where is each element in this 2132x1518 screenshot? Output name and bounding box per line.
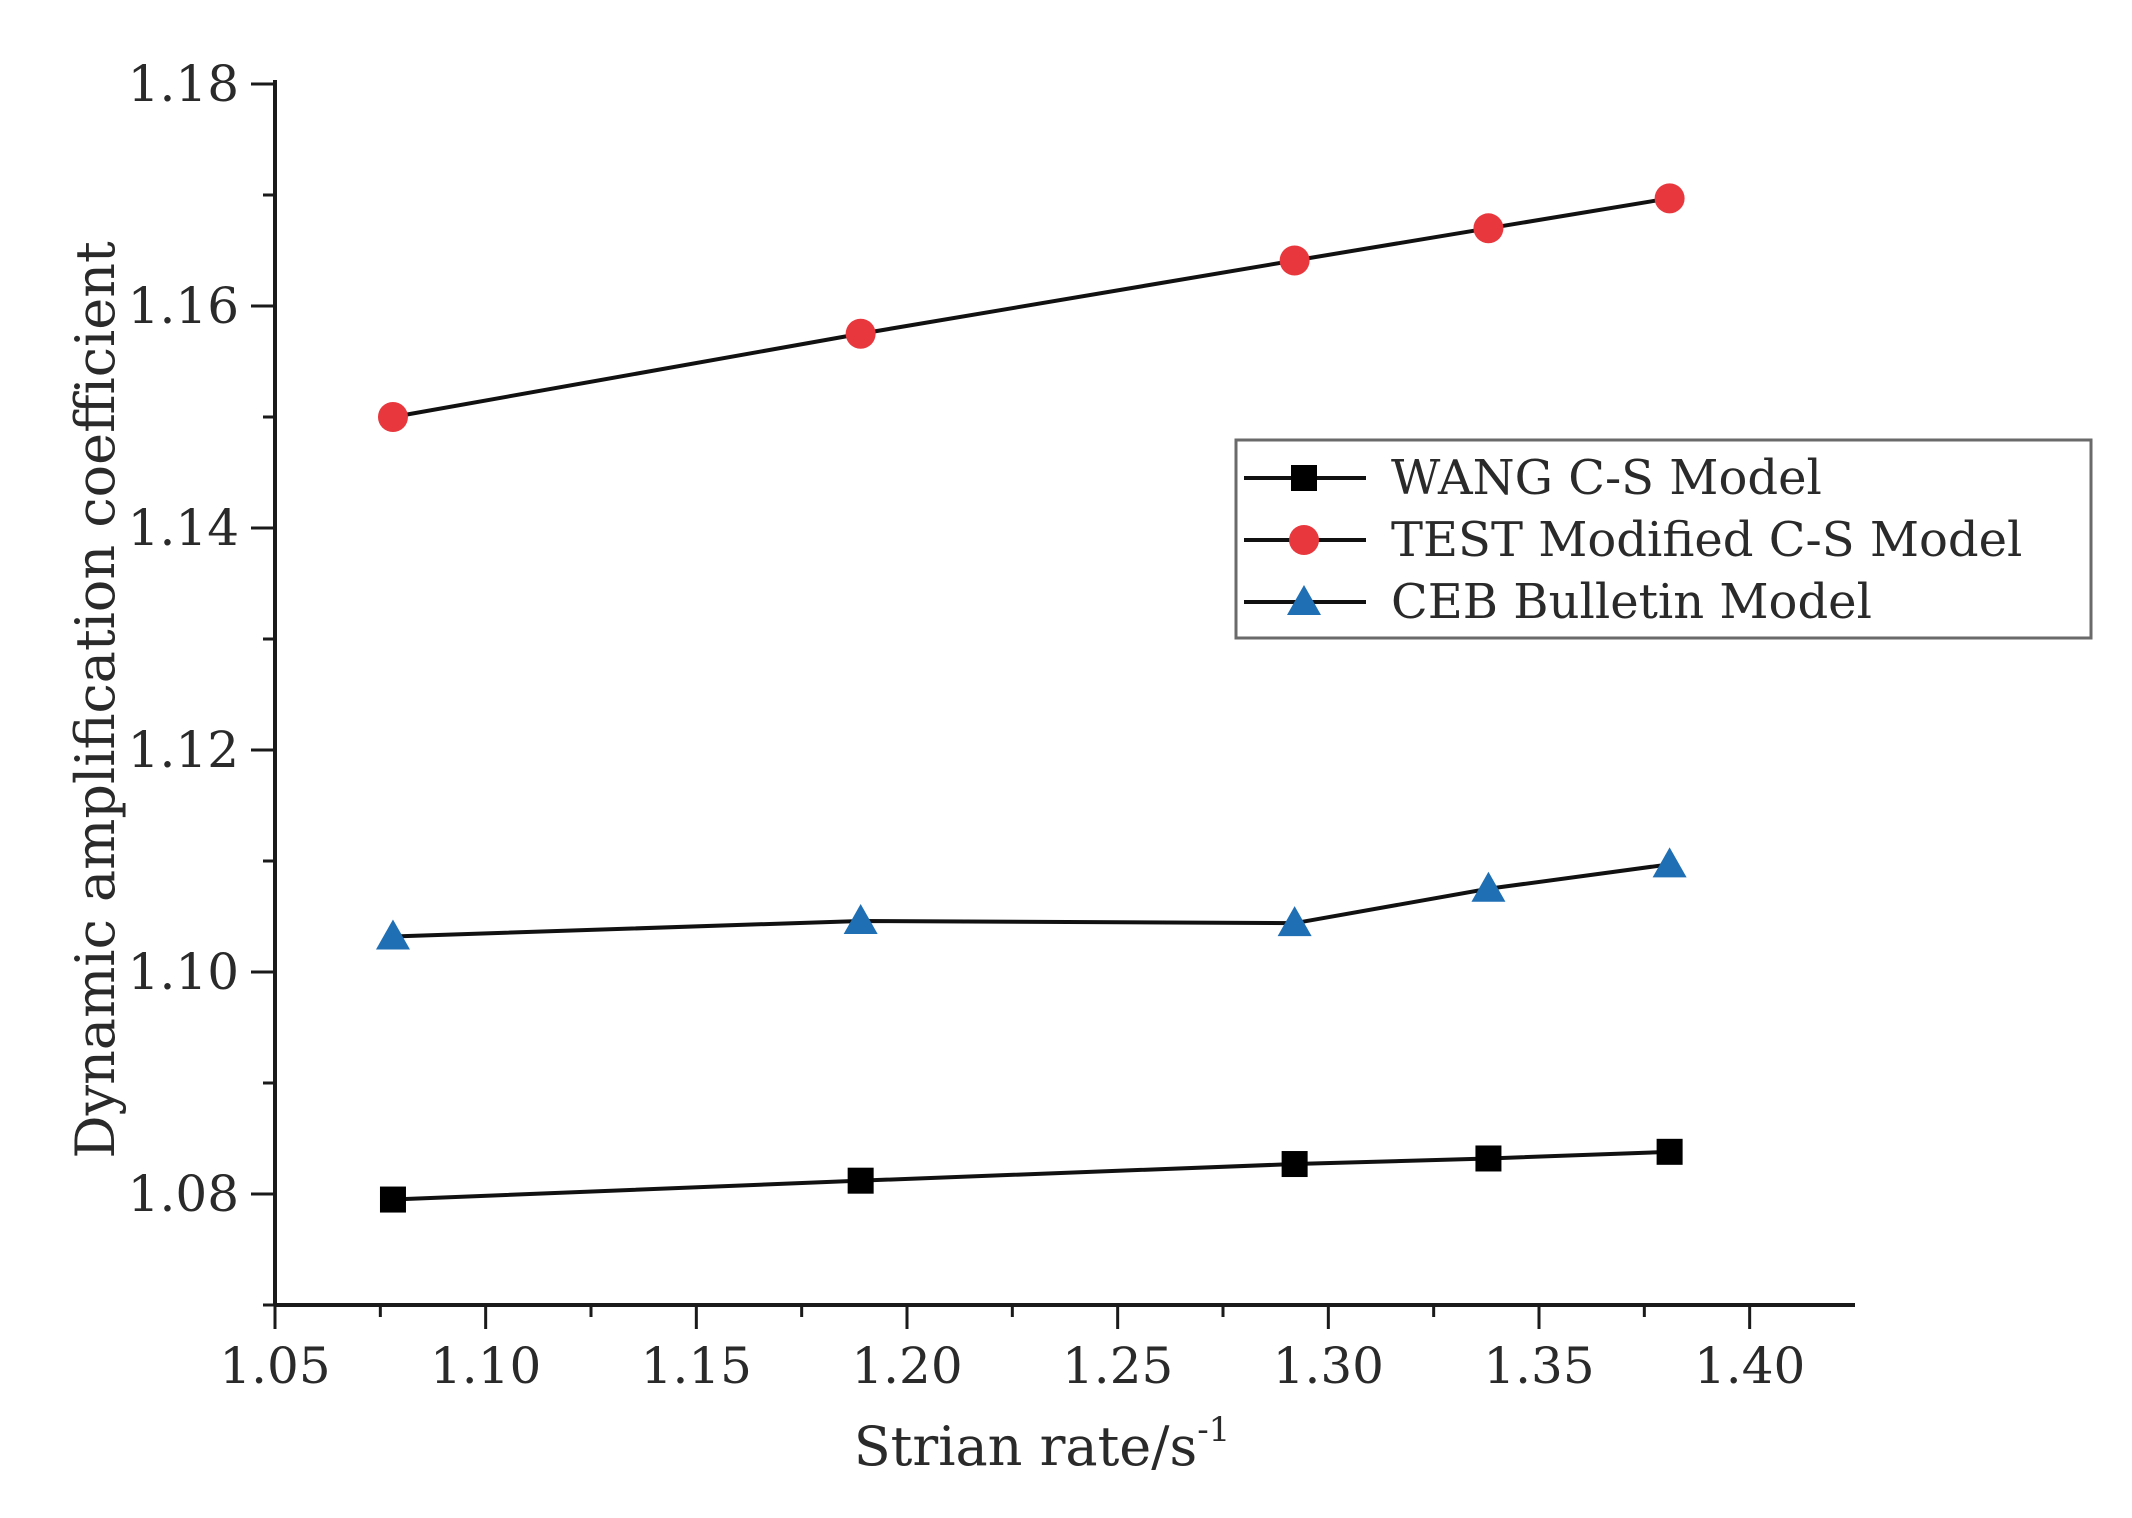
legend-label: WANG C-S Model <box>1391 450 1822 506</box>
data-point <box>847 1167 874 1194</box>
legend-item: WANG C-S Model <box>1244 450 1822 506</box>
data-point <box>1654 183 1685 214</box>
data-point <box>1471 871 1506 902</box>
x-tick-label: 1.15 <box>641 1337 752 1395</box>
series-1 <box>377 183 1685 432</box>
data-point <box>1279 245 1310 276</box>
y-tick-label: 1.18 <box>128 55 239 113</box>
legend-marker <box>1291 465 1317 491</box>
data-point <box>1652 847 1687 878</box>
legend-box <box>1234 438 2093 640</box>
data-point <box>1473 213 1504 244</box>
y-tick-label: 1.08 <box>128 1165 239 1223</box>
x-tick-label: 1.05 <box>219 1337 330 1395</box>
legend-label: CEB Bulletin Model <box>1391 574 1872 630</box>
y-axis-title: Dynamic amplification coefficient <box>64 241 127 1159</box>
legend-marker <box>1287 585 1321 615</box>
x-tick-label: 1.20 <box>851 1337 962 1395</box>
x-tick-label: 1.25 <box>1062 1337 1173 1395</box>
x-tick-label: 1.35 <box>1483 1337 1594 1395</box>
legend-marker <box>1289 525 1319 555</box>
x-tick-label: 1.40 <box>1694 1337 1805 1395</box>
x-axis-title: Strian rate/s-1 <box>854 1410 1231 1478</box>
y-tick-label: 1.12 <box>128 721 239 779</box>
data-point <box>1281 1151 1308 1178</box>
y-tick-label: 1.10 <box>128 943 239 1001</box>
data-point <box>1475 1145 1502 1172</box>
data-point <box>1277 906 1312 937</box>
series-0 <box>379 1138 1683 1213</box>
y-tick-label: 1.14 <box>128 499 239 557</box>
x-tick-label: 1.30 <box>1273 1337 1384 1395</box>
legend-label: TEST Modified C-S Model <box>1391 512 2022 568</box>
x-tick-label: 1.10 <box>430 1337 541 1395</box>
data-point <box>843 903 878 934</box>
data-point <box>379 1186 406 1213</box>
data-point <box>1656 1138 1683 1165</box>
series-2 <box>375 847 1687 950</box>
data-point <box>375 919 410 950</box>
legend-item: TEST Modified C-S Model <box>1244 512 2022 568</box>
legend-item: CEB Bulletin Model <box>1244 574 1872 630</box>
data-point <box>377 402 408 432</box>
y-tick-label: 1.16 <box>128 277 239 335</box>
data-point <box>845 318 876 349</box>
